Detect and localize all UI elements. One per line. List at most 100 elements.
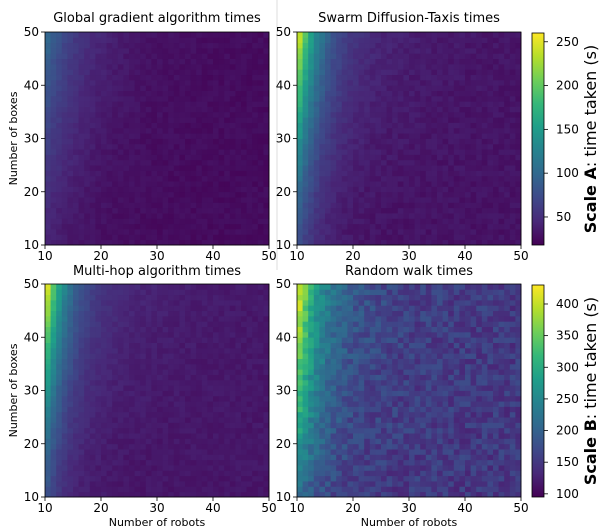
heatmap-cell: [313, 90, 320, 97]
heatmap-cell: [196, 117, 203, 123]
heatmap-cell: [129, 170, 135, 177]
heatmap-cell: [151, 143, 158, 150]
heatmap-cell: [235, 170, 242, 177]
heatmap-cell: [252, 337, 259, 343]
heatmap-cell: [515, 79, 522, 86]
heatmap-cell: [353, 218, 359, 225]
heatmap-cell: [308, 191, 315, 198]
heatmap-cell: [190, 149, 197, 155]
heatmap-cell: [515, 138, 522, 145]
heatmap-cell: [123, 143, 130, 150]
heatmap-cell: [145, 186, 152, 193]
heatmap-cell: [353, 111, 359, 118]
heatmap-cell: [112, 465, 119, 471]
heatmap-cell: [263, 133, 270, 139]
heatmap-cell: [409, 170, 415, 177]
heatmap-cell: [213, 175, 219, 182]
heatmap-cell: [465, 191, 471, 198]
heatmap-cell: [252, 218, 259, 225]
heatmap-cell: [213, 347, 219, 354]
heatmap-cell: [50, 74, 57, 81]
heatmap-cell: [213, 427, 219, 434]
heatmap-cell: [101, 207, 107, 214]
heatmap-cell: [358, 186, 365, 193]
heatmap-cell: [246, 326, 253, 333]
heatmap-cell: [129, 326, 135, 333]
heatmap-cell: [213, 117, 219, 123]
heatmap-cell: [218, 127, 225, 134]
heatmap-cell: [95, 486, 102, 493]
heatmap-cell: [95, 353, 102, 359]
heatmap-cell: [263, 353, 270, 359]
heatmap-cell: [185, 239, 191, 246]
heatmap-cell: [347, 170, 354, 177]
heatmap-cell: [95, 90, 102, 97]
heatmap-cell: [386, 32, 393, 38]
heatmap-cell: [302, 353, 309, 359]
heatmap-cell: [235, 465, 242, 471]
heatmap-cell: [308, 315, 315, 322]
heatmap-cell: [308, 310, 315, 317]
heatmap-cell: [481, 175, 488, 182]
heatmap-cell: [364, 202, 371, 209]
heatmap-cell: [504, 37, 511, 44]
heatmap-cell: [425, 85, 432, 91]
heatmap-cell: [509, 63, 516, 70]
heatmap-cell: [381, 63, 387, 70]
heatmap-cell: [381, 202, 387, 209]
heatmap-cell: [358, 207, 365, 214]
heatmap-cell: [179, 342, 186, 349]
heatmap-cell: [95, 331, 102, 338]
heatmap-cell: [297, 85, 303, 91]
heatmap-cell: [56, 69, 63, 76]
heatmap-cell: [129, 358, 135, 365]
heatmap-cell: [78, 32, 85, 38]
heatmap-cell: [89, 138, 96, 145]
heatmap-cell: [319, 239, 326, 246]
heatmap-cell: [487, 229, 494, 235]
heatmap-cell: [442, 74, 449, 81]
heatmap-cell: [252, 85, 259, 91]
heatmap-cell: [134, 143, 141, 150]
heatmap-cell: [101, 106, 107, 113]
heatmap-cell: [235, 159, 242, 166]
heatmap-cell: [190, 213, 197, 219]
heatmap-cell: [168, 459, 175, 466]
heatmap-cell: [224, 117, 231, 123]
heatmap-cell: [140, 159, 147, 166]
heatmap-cell: [241, 79, 247, 86]
heatmap-cell: [78, 181, 85, 187]
heatmap-cell: [157, 395, 163, 402]
heatmap-cell: [95, 191, 102, 198]
heatmap-cell: [235, 69, 242, 76]
heatmap-cell: [515, 101, 522, 107]
heatmap-cell: [129, 481, 135, 487]
heatmap-cell: [297, 186, 303, 193]
heatmap-cell: [173, 53, 180, 60]
heatmap-cell: [185, 390, 191, 397]
heatmap-cell: [50, 369, 57, 375]
heatmap-cell: [95, 321, 102, 327]
heatmap-cell: [336, 85, 343, 91]
heatmap-cell: [213, 63, 219, 70]
heatmap-cell: [341, 202, 348, 209]
heatmap-cell: [403, 32, 410, 38]
heatmap-cell: [67, 154, 74, 161]
heatmap-cell: [308, 438, 315, 445]
heatmap-cell: [173, 181, 180, 187]
heatmap-cell: [442, 47, 449, 54]
heatmap-cell: [112, 69, 119, 76]
heatmap-cell: [459, 58, 466, 65]
heatmap-cell: [470, 159, 477, 166]
heatmap-cell: [252, 181, 259, 187]
heatmap-cell: [459, 85, 466, 91]
heatmap-cell: [263, 42, 270, 49]
heatmap-cell: [453, 63, 460, 70]
heatmap-cell: [213, 213, 219, 219]
heatmap-cell: [509, 69, 516, 76]
heatmap-cell: [106, 101, 113, 107]
heatmap-cell: [325, 165, 331, 171]
heatmap-cell: [134, 47, 141, 54]
heatmap-cell: [224, 326, 231, 333]
heatmap-cell: [241, 53, 247, 60]
